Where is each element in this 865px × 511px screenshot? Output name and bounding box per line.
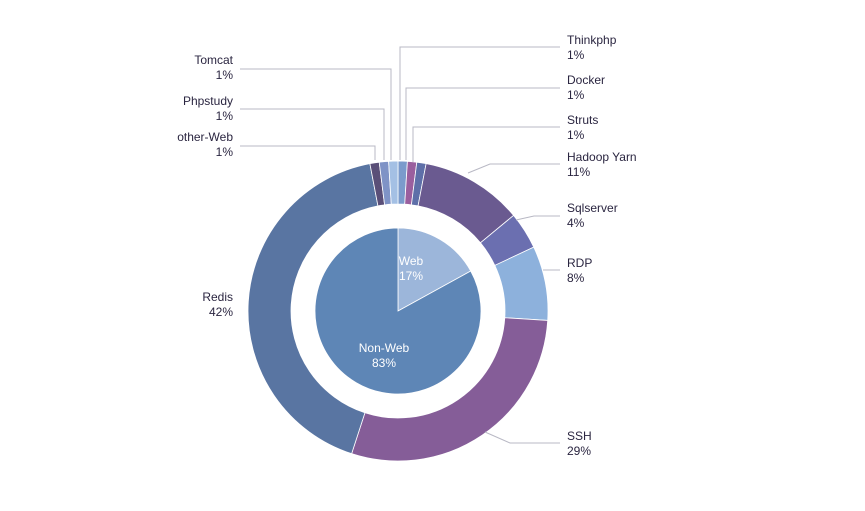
leader-lines (240, 46, 560, 444)
label-thinkphp-value: 1% (567, 48, 585, 62)
inner-pie (314, 227, 482, 395)
label-struts-value: 1% (567, 128, 585, 142)
label-non-web-name: Non-Web (359, 341, 410, 355)
leader-other-web (240, 145, 376, 160)
slice-tomcat (388, 160, 399, 205)
slice-labels: Web17%Non-Web83%Thinkphp1%Docker1%Struts… (177, 33, 636, 458)
label-thinkphp-name: Thinkphp (567, 33, 617, 47)
leader-ssh (484, 431, 560, 444)
label-hadoop-yarn-name: Hadoop Yarn (567, 150, 637, 164)
label-rdp-name: RDP (567, 256, 592, 270)
label-other-web-value: 1% (216, 145, 234, 159)
label-non-web-value: 83% (372, 356, 396, 370)
slice-non-web (314, 227, 482, 395)
leader-docker (405, 87, 560, 160)
leader-phpstudy (240, 108, 385, 160)
leader-tomcat (240, 68, 392, 160)
label-ssh-name: SSH (567, 429, 592, 443)
outer-ring (247, 160, 549, 462)
leader-thinkphp (399, 46, 560, 160)
label-tomcat-name: Tomcat (194, 53, 233, 67)
label-web-name: Web (399, 254, 424, 268)
label-phpstudy-name: Phpstudy (183, 94, 233, 108)
label-other-web-name: other-Web (177, 130, 233, 144)
label-hadoop-yarn-value: 11% (567, 165, 590, 179)
leader-struts (412, 126, 560, 162)
label-docker-value: 1% (567, 88, 585, 102)
label-ssh-value: 29% (567, 444, 591, 458)
slice-redis (247, 163, 379, 455)
leader-hadoop-yarn (467, 163, 560, 174)
label-sqlserver-value: 4% (567, 216, 585, 230)
leader-sqlserver (515, 215, 560, 221)
slice-web (397, 227, 472, 312)
label-redis-name: Redis (202, 290, 233, 304)
label-sqlserver-name: Sqlserver (567, 201, 618, 215)
label-tomcat-value: 1% (216, 68, 234, 82)
label-struts-name: Struts (567, 113, 598, 127)
label-web-value: 17% (399, 269, 423, 283)
label-rdp-value: 8% (567, 271, 585, 285)
label-docker-name: Docker (567, 73, 605, 87)
label-phpstudy-value: 1% (216, 109, 234, 123)
label-redis-value: 42% (209, 305, 233, 319)
